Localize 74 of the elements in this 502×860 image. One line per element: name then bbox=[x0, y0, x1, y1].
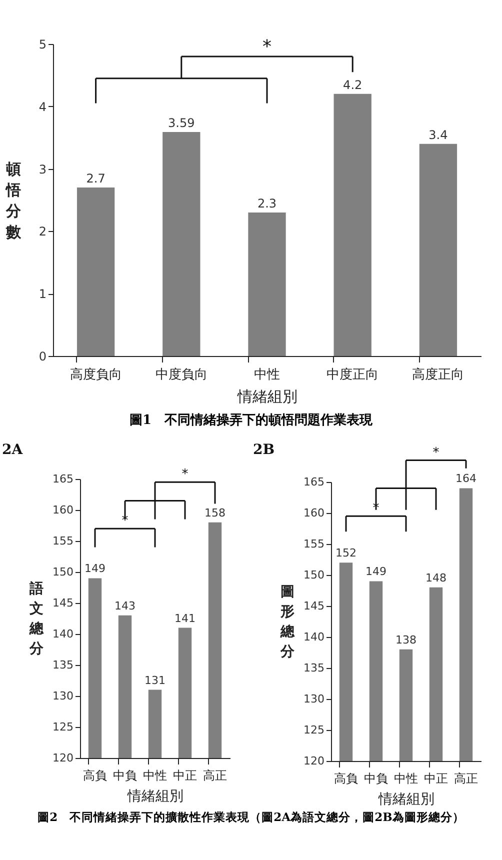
chart-title: 2A bbox=[2, 442, 24, 458]
x-tick-label: 中度負向 bbox=[155, 366, 208, 382]
y-tick-label: 145 bbox=[52, 596, 74, 610]
y-tick-label: 130 bbox=[304, 692, 324, 706]
x-tick-label: 中負 bbox=[113, 768, 137, 782]
bar bbox=[162, 132, 200, 356]
y-tick-label: 150 bbox=[304, 568, 324, 582]
x-tick-label: 高負 bbox=[334, 772, 358, 786]
data-label: 3.4 bbox=[428, 128, 448, 142]
y-tick-label: 120 bbox=[304, 754, 324, 768]
y-tick-label: 125 bbox=[304, 724, 324, 736]
x-tick-label: 中正 bbox=[173, 768, 197, 782]
x-tick-label: 高正 bbox=[203, 768, 227, 782]
bar bbox=[419, 144, 458, 356]
data-label: 143 bbox=[114, 599, 136, 612]
data-label: 131 bbox=[144, 674, 166, 687]
y-tick-label: 160 bbox=[304, 506, 324, 520]
data-label: 164 bbox=[456, 472, 476, 486]
bar bbox=[76, 188, 115, 356]
data-label: 138 bbox=[396, 633, 416, 646]
x-tick-label: 高正 bbox=[454, 772, 478, 786]
data-label: 149 bbox=[84, 562, 106, 576]
caption: 圖2 不同情緒操弄下的擴散性作業表現（圖2A為語文總分，圖2B為圖形總分） bbox=[36, 810, 466, 825]
data-label: 141 bbox=[174, 612, 196, 625]
y-tick-label: 155 bbox=[304, 538, 324, 550]
y-tick-label: 1 bbox=[38, 287, 46, 302]
chart-title: 2B bbox=[253, 442, 275, 458]
y-tick-label: 130 bbox=[52, 690, 74, 702]
x-tick-label: 高度負向 bbox=[70, 366, 122, 382]
y-axis-title: 語文總分 bbox=[28, 580, 44, 657]
x-tick-label: 中度正向 bbox=[326, 366, 379, 382]
x-tick-label: 中負 bbox=[364, 772, 388, 786]
y-tick-label: 135 bbox=[52, 658, 74, 672]
y-axis-title: 圖形總分 bbox=[280, 584, 296, 660]
y-tick-label: 0 bbox=[38, 350, 46, 364]
text: * bbox=[432, 445, 440, 460]
y-tick-label: 145 bbox=[304, 600, 324, 612]
data-label: 3.59 bbox=[168, 116, 195, 130]
y-axis-title: 頓悟分數 bbox=[5, 160, 22, 241]
data-label: 2.7 bbox=[86, 172, 106, 186]
x-tick-label: 中性 bbox=[254, 368, 280, 382]
annotation: * bbox=[262, 36, 272, 58]
y-tick-label: 165 bbox=[52, 472, 74, 486]
data-label: 4.2 bbox=[343, 78, 362, 92]
data-label: 148 bbox=[426, 571, 446, 584]
annotation: * bbox=[182, 467, 189, 482]
x-tick-label: 中性 bbox=[143, 768, 167, 782]
x-axis-title: 情緒組別 bbox=[126, 788, 184, 804]
y-tick-label: 3 bbox=[38, 162, 46, 176]
data-label: 2.3 bbox=[257, 196, 277, 210]
y-tick-label: 140 bbox=[304, 630, 324, 644]
x-tick-label: 高負 bbox=[83, 768, 107, 782]
x-tick-label: 中性 bbox=[394, 772, 418, 786]
y-tick-label: 160 bbox=[52, 504, 74, 516]
data-label: 158 bbox=[204, 506, 226, 520]
y-tick-label: 135 bbox=[304, 662, 324, 674]
data-label: 149 bbox=[366, 565, 386, 578]
y-tick-label: 125 bbox=[52, 720, 74, 734]
x-axis-title: 情緒組別 bbox=[236, 388, 298, 406]
y-tick-label: 120 bbox=[52, 752, 74, 764]
bar bbox=[334, 94, 372, 356]
y-tick-label: 4 bbox=[38, 100, 46, 114]
x-tick-label: 中正 bbox=[424, 772, 448, 786]
bar bbox=[248, 212, 286, 356]
x-tick-label: 高度正向 bbox=[412, 366, 464, 382]
y-tick-label: 155 bbox=[52, 534, 74, 548]
y-tick-label: 2 bbox=[38, 224, 46, 239]
caption: 圖1 不同情緒操弄下的頓悟問題作業表現 bbox=[128, 412, 374, 429]
y-tick-label: 150 bbox=[52, 566, 74, 578]
y-tick-label: 5 bbox=[38, 38, 46, 52]
x-axis-title: 情緒組別 bbox=[378, 792, 434, 808]
y-tick-label: 140 bbox=[52, 628, 74, 640]
data-label: 152 bbox=[336, 546, 356, 560]
y-tick-label: 165 bbox=[304, 476, 324, 488]
